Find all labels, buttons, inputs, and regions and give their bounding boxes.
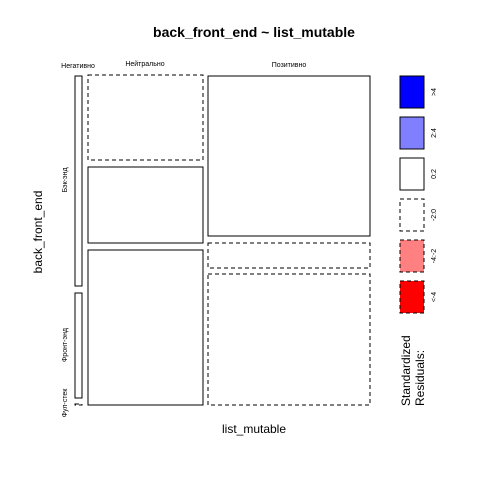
row-label-frontend: Фронт-энд (62, 328, 69, 362)
legend-label-gt4: >4 (431, 88, 438, 96)
tile-positive-backend (207, 75, 371, 237)
residuals-legend: >4 2:4 0:2 -2:0 -4:-2 <-4 (399, 75, 438, 314)
legend-key-neg2to0 (399, 198, 425, 232)
tile-positive-frontend (207, 242, 371, 269)
column-label-negative: Негативно (61, 63, 95, 70)
legend-key-ltneg4 (399, 280, 425, 314)
tile-positive-fullstack (207, 273, 371, 406)
legend-key-0to2 (399, 157, 425, 191)
legend-key-2to4 (399, 116, 425, 150)
legend-key-gt4 (399, 75, 425, 109)
tile-neutral-fullstack (87, 249, 204, 406)
y-axis-label: back_front_end (31, 191, 45, 274)
legend-title-line2: Residuals: (413, 350, 427, 406)
legend-label-ltneg4: <-4 (431, 292, 438, 302)
tile-negative-frontend (74, 292, 83, 399)
x-axis-label: list_mutable (222, 422, 286, 436)
tile-negative-backend (74, 75, 83, 287)
row-labels: Бэк-энд Фронт-энд Фул-стек (62, 167, 69, 417)
legend-label-2to4: 2:4 (431, 128, 438, 138)
column-label-neutral: Нейтрально (125, 60, 164, 68)
legend-label-neg2to0: -2:0 (431, 209, 438, 221)
tile-neutral-backend (87, 74, 204, 161)
mosaic-tiles (74, 74, 371, 406)
tile-neutral-frontend (87, 166, 204, 244)
column-label-positive: Позитивно (272, 62, 307, 69)
tile-negative-fullstack (74, 403, 83, 406)
row-label-fullstack: Фул-стек (62, 388, 69, 418)
legend-key-neg4toneg2 (399, 239, 425, 273)
row-label-backend: Бэк-энд (62, 167, 69, 192)
legend-label-0to2: 0:2 (431, 169, 438, 179)
legend-title-line1: Standardized (399, 335, 413, 406)
chart-title: back_front_end ~ list_mutable (153, 24, 355, 40)
legend-label-neg4toneg2: -4:-2 (431, 249, 438, 264)
column-labels: Негативно Нейтрально Позитивно (61, 60, 306, 70)
